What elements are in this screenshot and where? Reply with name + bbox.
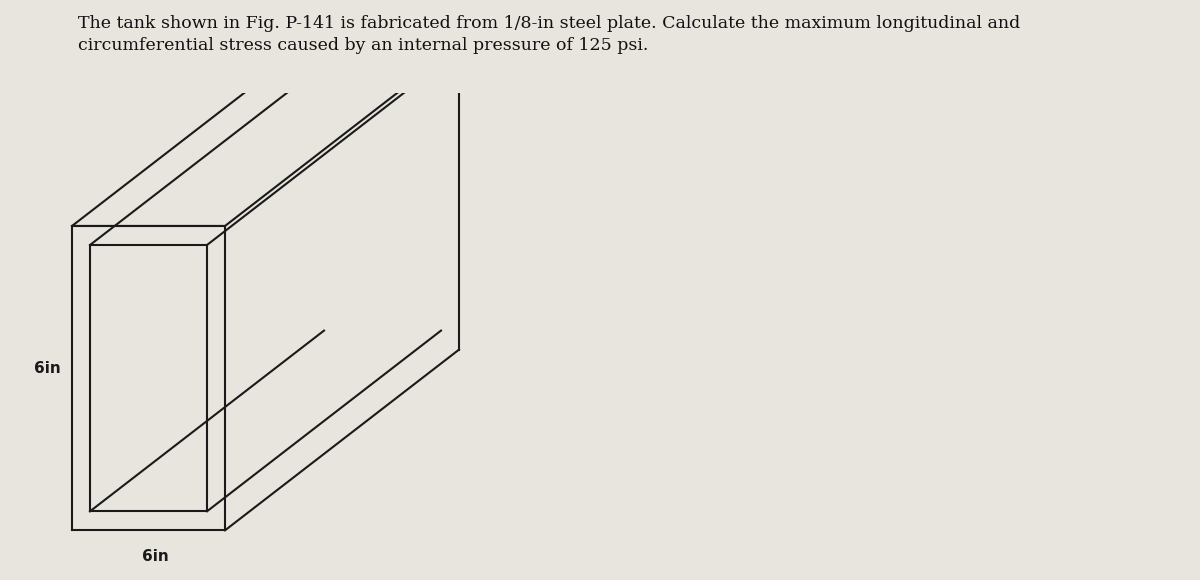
- Text: 6in: 6in: [142, 549, 169, 564]
- Text: 6in: 6in: [34, 361, 61, 376]
- Text: The tank shown in Fig. P-141 is fabricated from 1/8-in steel plate. Calculate th: The tank shown in Fig. P-141 is fabricat…: [78, 14, 1020, 54]
